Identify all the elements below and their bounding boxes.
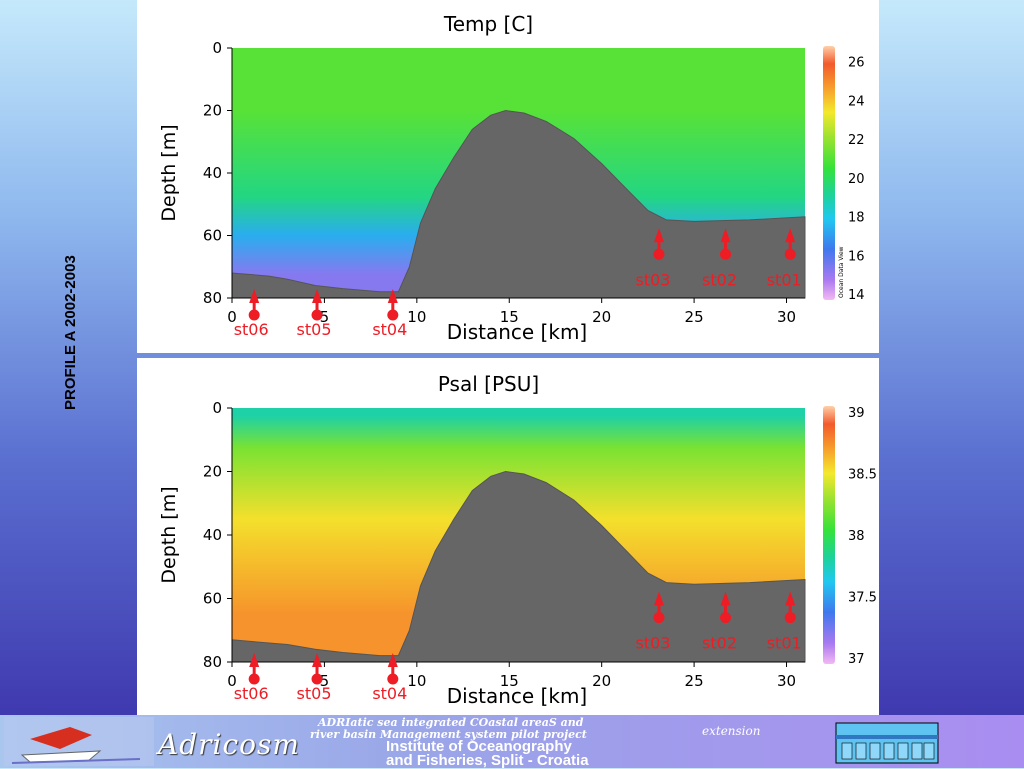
x-tick-label: 20	[592, 308, 611, 326]
station-marker-st04	[387, 289, 399, 321]
project-extension-label: extension	[702, 724, 761, 738]
y-tick-label: 40	[203, 526, 222, 544]
station-marker-st01	[784, 228, 796, 260]
x-tick-label: 0	[227, 308, 237, 326]
colorbar-tick-label: 37	[848, 652, 865, 667]
station-marker-st03	[653, 228, 665, 260]
station-label-st04: st04	[372, 684, 407, 703]
y-tick-label: 60	[203, 590, 222, 608]
x-axis-label: Distance [km]	[447, 684, 587, 708]
colorbar-tick-label: 14	[848, 288, 865, 303]
y-tick-label: 40	[203, 164, 222, 182]
station-label-st01: st01	[767, 270, 802, 289]
institute-name-line1: Institute of Oceanography	[386, 738, 572, 755]
slide-side-title: PROFILE A 2002-2003	[62, 255, 79, 410]
boat-logo-icon	[4, 717, 154, 766]
temperature-chart-svg: Temp [C] Distance [km] Depth [m] 0 5 10 15 20 25…	[158, 12, 865, 344]
project-name-line1: ADRIatic sea integrated COastal areaS an…	[318, 716, 584, 729]
x-tick-label: 25	[685, 672, 704, 690]
y-tick-label: 60	[203, 227, 222, 245]
x-tick-label: 30	[777, 308, 796, 326]
temperature-section-chart: Temp [C] Distance [km] Depth [m] 0 5 10 15 20 25…	[137, 0, 879, 353]
station-label-st04: st04	[372, 320, 407, 339]
station-marker-st06	[248, 653, 260, 685]
station-marker-st06	[248, 289, 260, 321]
y-tick-label: 80	[203, 653, 222, 671]
station-label-st05: st05	[297, 320, 332, 339]
colorbar-tick-label: 16	[848, 249, 865, 264]
colorbar-tick-label: 38.5	[848, 468, 877, 483]
y-tick-label: 80	[203, 289, 222, 307]
colorbar-tick-label: 20	[848, 172, 865, 187]
colorbar-tick-label: 18	[848, 211, 865, 226]
colorbar-tick-label: 37.5	[848, 591, 877, 606]
odv-credit-label: Ocean Data View	[838, 246, 845, 298]
station-label-st06: st06	[234, 320, 269, 339]
station-label-st02: st02	[702, 270, 737, 289]
colorbar	[823, 406, 835, 664]
colorbar	[823, 46, 835, 300]
x-tick-label: 15	[500, 308, 519, 326]
y-axis-label: Depth [m]	[158, 124, 180, 221]
station-marker-st05	[311, 289, 323, 321]
x-tick-label: 10	[407, 672, 426, 690]
y-tick-label: 0	[212, 39, 222, 57]
colorbar-tick-label: 26	[848, 56, 865, 71]
station-marker-st01	[784, 591, 796, 624]
x-tick-label: 10	[407, 308, 426, 326]
institute-name-line2: and Fisheries, Split - Croatia	[386, 752, 589, 769]
chart-title: Temp [C]	[443, 12, 533, 36]
footer-graphics	[4, 717, 939, 766]
station-marker-st03	[653, 591, 665, 624]
x-tick-label: 0	[227, 672, 237, 690]
x-tick-label: 25	[685, 308, 704, 326]
station-label-st03: st03	[635, 270, 670, 289]
y-axis-label: Depth [m]	[158, 486, 180, 583]
y-tick-label: 0	[212, 399, 222, 417]
adricosm-logo-text: Adricosm	[158, 728, 300, 761]
x-tick-label: 30	[777, 672, 796, 690]
project-name-line2: river basin Management system pilot proj…	[310, 728, 587, 741]
salinity-chart-svg: Psal [PSU] Distance [km] Depth [m] 0 5 10 15 20…	[158, 372, 877, 708]
x-tick-label: 15	[500, 672, 519, 690]
chart-title: Psal [PSU]	[438, 372, 539, 396]
station-marker-st04	[387, 653, 399, 685]
station-marker-st02	[720, 228, 732, 260]
station-marker-st02	[720, 591, 732, 624]
x-axis-label: Distance [km]	[447, 320, 587, 344]
station-marker-st05	[311, 653, 323, 685]
station-label-st01: st01	[767, 634, 802, 653]
colorbar-tick-label: 22	[848, 133, 865, 148]
station-label-st03: st03	[635, 634, 670, 653]
colorbar-tick-label: 38	[848, 529, 865, 544]
colorbar-tick-label: 39	[848, 406, 865, 421]
station-label-st06: st06	[234, 684, 269, 703]
x-tick-label: 5	[320, 672, 330, 690]
footer-banner	[0, 715, 1024, 768]
y-tick-label: 20	[203, 102, 222, 120]
x-tick-label: 5	[320, 308, 330, 326]
y-tick-label: 20	[203, 463, 222, 481]
colorbar-tick-label: 24	[848, 94, 865, 109]
x-tick-label: 20	[592, 672, 611, 690]
salinity-section-chart: Psal [PSU] Distance [km] Depth [m] 0 5 10 15 20…	[137, 358, 879, 715]
station-label-st05: st05	[297, 684, 332, 703]
building-logo-icon	[835, 722, 939, 764]
station-label-st02: st02	[702, 634, 737, 653]
